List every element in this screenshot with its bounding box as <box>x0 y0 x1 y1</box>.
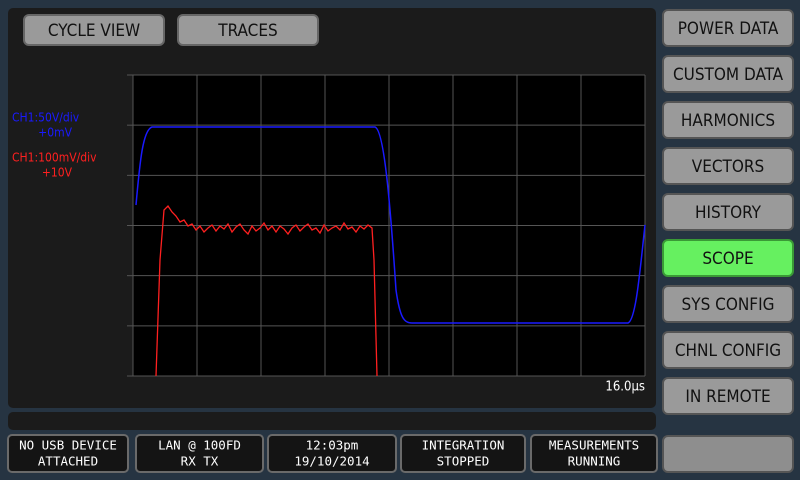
blank-button <box>662 435 794 473</box>
tab-label[interactable]: CYCLE VIEW <box>48 21 140 41</box>
menu-label[interactable]: POWER DATA <box>678 19 779 39</box>
menu-button[interactable] <box>662 101 794 139</box>
menu-label[interactable]: SCOPE <box>702 249 753 269</box>
status-text: MEASUREMENTS <box>549 438 639 453</box>
menu-label[interactable]: HISTORY <box>695 203 762 223</box>
status-box <box>530 434 658 473</box>
channel-offset: +10V <box>42 166 73 180</box>
menu-button[interactable] <box>662 285 794 323</box>
tab-button[interactable] <box>177 14 319 46</box>
status-text: INTEGRATION <box>422 438 505 453</box>
status-text: 19/10/2014 <box>294 454 369 469</box>
menu-label[interactable]: SYS CONFIG <box>682 295 775 315</box>
channel-scale: CH1:100mV/div <box>12 151 97 165</box>
status-text: NO USB DEVICE <box>19 438 117 453</box>
menu-button[interactable] <box>662 239 794 277</box>
menu-button[interactable] <box>662 193 794 231</box>
status-text: 12:03pm <box>306 438 359 453</box>
time-label: 16.0µs <box>605 380 645 395</box>
status-text: ATTACHED <box>38 454 98 469</box>
status-text: RX TX <box>181 454 219 469</box>
menu-button[interactable] <box>662 55 794 93</box>
channel-scale: CH1:50V/div <box>12 111 80 125</box>
menu-button[interactable] <box>662 147 794 185</box>
status-box <box>267 434 397 473</box>
status-box <box>400 434 526 473</box>
progress-bar <box>8 412 656 430</box>
status-box <box>7 434 129 473</box>
trace-ch1-current <box>155 204 378 377</box>
grid <box>127 74 646 377</box>
tab-button[interactable] <box>23 14 165 46</box>
menu-label[interactable]: CHNL CONFIG <box>675 341 781 361</box>
menu-button[interactable] <box>662 9 794 47</box>
channel-offset: +0mV <box>38 126 72 140</box>
menu-button[interactable] <box>662 331 794 369</box>
menu-label[interactable]: VECTORS <box>692 157 765 177</box>
status-box <box>135 434 264 473</box>
status-text: RUNNING <box>568 454 621 469</box>
trace-ch1-voltage <box>135 126 646 324</box>
tab-label[interactable]: TRACES <box>217 21 278 41</box>
menu-label[interactable]: CUSTOM DATA <box>673 65 784 85</box>
menu-button[interactable] <box>662 377 794 415</box>
menu-label[interactable]: IN REMOTE <box>685 387 770 407</box>
status-text: LAN @ 100FD <box>158 438 241 453</box>
menu-label[interactable]: HARMONICS <box>681 111 775 131</box>
status-text: STOPPED <box>437 454 490 469</box>
